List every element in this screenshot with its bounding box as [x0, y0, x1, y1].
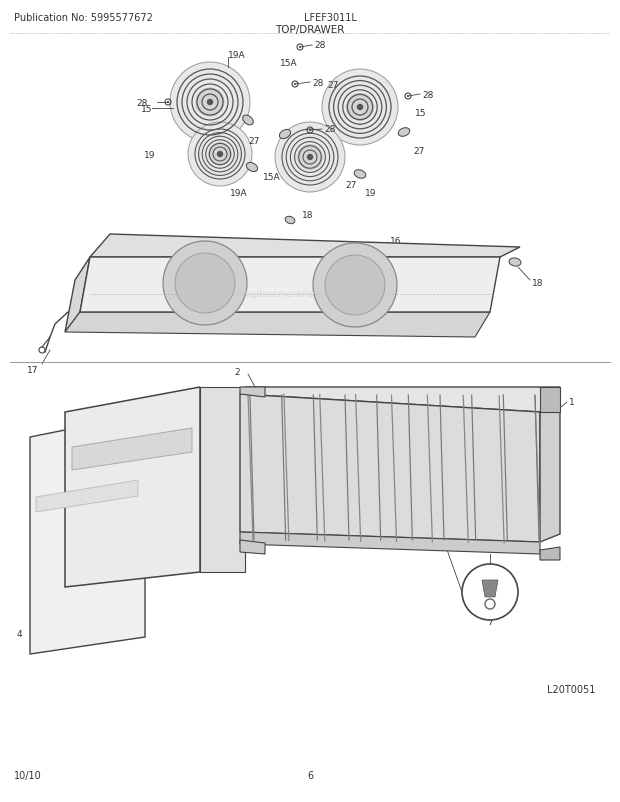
Text: 28: 28 [312, 79, 324, 87]
Circle shape [313, 244, 397, 327]
Ellipse shape [280, 130, 291, 140]
Polygon shape [482, 581, 498, 597]
Polygon shape [540, 387, 560, 542]
Text: L20T0051: L20T0051 [547, 684, 595, 695]
Circle shape [308, 156, 312, 160]
Text: 19: 19 [143, 152, 155, 160]
Text: 17: 17 [27, 366, 38, 375]
Polygon shape [240, 387, 560, 412]
Circle shape [188, 123, 252, 187]
Text: LFEF3011L: LFEF3011L [304, 13, 356, 23]
Text: 28: 28 [422, 91, 433, 99]
Text: 1: 1 [569, 398, 575, 407]
Polygon shape [80, 257, 500, 313]
Polygon shape [65, 257, 90, 333]
Polygon shape [240, 387, 265, 398]
Circle shape [322, 70, 398, 146]
Circle shape [218, 152, 223, 157]
Ellipse shape [246, 164, 257, 172]
Polygon shape [65, 313, 490, 338]
Text: 28: 28 [136, 99, 148, 107]
Text: Publication No: 5995577672: Publication No: 5995577672 [14, 13, 153, 23]
Circle shape [163, 241, 247, 326]
Polygon shape [65, 387, 200, 587]
Text: 27: 27 [248, 137, 259, 146]
Polygon shape [540, 547, 560, 561]
Text: 27: 27 [413, 146, 424, 156]
Polygon shape [30, 415, 145, 654]
Circle shape [175, 253, 235, 314]
Text: 6: 6 [307, 770, 313, 780]
Text: TOP/DRAWER: TOP/DRAWER [275, 25, 345, 35]
Text: ©ReplacementParts.com: ©ReplacementParts.com [233, 290, 347, 299]
Text: 28: 28 [324, 125, 335, 134]
Circle shape [209, 144, 231, 166]
Polygon shape [72, 428, 192, 471]
Circle shape [298, 146, 322, 170]
Text: 19: 19 [365, 188, 376, 197]
Circle shape [309, 130, 311, 132]
Text: 27: 27 [345, 180, 356, 189]
Circle shape [407, 96, 409, 98]
Text: 15: 15 [141, 104, 152, 113]
Text: 10/10: 10/10 [14, 770, 42, 780]
Text: 15A: 15A [280, 59, 298, 67]
Text: 15A: 15A [263, 173, 281, 182]
Circle shape [299, 47, 301, 49]
Text: 18: 18 [532, 278, 544, 287]
Polygon shape [36, 480, 138, 512]
Ellipse shape [285, 217, 295, 225]
Polygon shape [200, 387, 245, 573]
Circle shape [170, 63, 250, 143]
Polygon shape [240, 541, 265, 554]
Circle shape [275, 123, 345, 192]
Circle shape [462, 565, 518, 620]
Circle shape [358, 105, 363, 111]
Text: 2: 2 [234, 368, 240, 377]
Polygon shape [540, 387, 560, 412]
Polygon shape [240, 533, 540, 554]
Text: 28: 28 [314, 42, 326, 51]
Ellipse shape [509, 258, 521, 267]
Text: 19A: 19A [230, 188, 247, 197]
Circle shape [347, 95, 373, 121]
Text: 19A: 19A [228, 51, 246, 59]
Polygon shape [90, 235, 520, 257]
Circle shape [167, 102, 169, 104]
Text: 16: 16 [390, 237, 402, 245]
Ellipse shape [354, 171, 366, 179]
Text: 18: 18 [302, 210, 314, 219]
Text: 15: 15 [415, 108, 427, 117]
Polygon shape [240, 395, 540, 542]
Circle shape [208, 100, 213, 105]
Text: 7: 7 [487, 618, 493, 626]
Circle shape [196, 89, 224, 117]
Ellipse shape [398, 128, 410, 137]
Circle shape [294, 84, 296, 86]
Text: 4: 4 [16, 630, 22, 638]
Circle shape [325, 256, 385, 316]
Ellipse shape [243, 116, 253, 126]
Text: 27: 27 [327, 81, 339, 91]
